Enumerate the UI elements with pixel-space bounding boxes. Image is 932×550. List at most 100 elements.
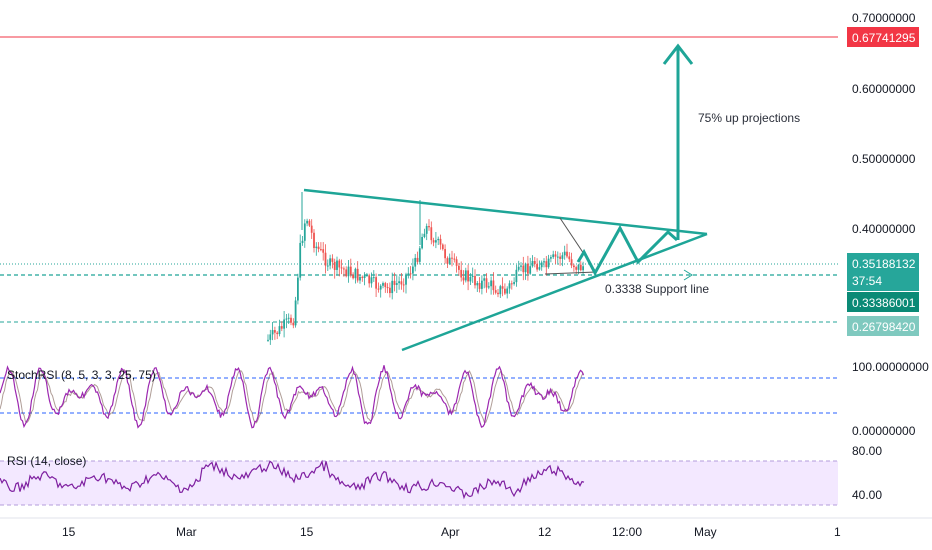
target-price-value: 0.67741295 <box>852 31 916 45</box>
candle-body <box>308 220 311 226</box>
candle-body <box>513 282 515 284</box>
time-label: Apr <box>441 525 460 539</box>
candle-body <box>575 267 578 270</box>
candle-body <box>430 227 433 241</box>
candle-body <box>352 274 354 279</box>
projection-annotation[interactable]: 75% up projections <box>698 111 800 125</box>
last-price-value: 0.35188132 <box>852 257 916 271</box>
candle-body <box>354 268 357 279</box>
candle-body <box>501 286 504 289</box>
candle-body <box>317 246 320 250</box>
candle-body <box>538 267 541 270</box>
candle-body <box>301 240 304 243</box>
candle-body <box>453 258 456 260</box>
time-label: 15 <box>62 525 76 539</box>
candle-body <box>533 261 536 264</box>
lower-trendline[interactable] <box>401 232 708 352</box>
candle-body <box>386 287 389 289</box>
candle-body <box>487 286 490 288</box>
candle-body <box>566 251 568 257</box>
candle-body <box>439 238 442 245</box>
upper-trendline[interactable] <box>303 188 708 236</box>
candle-body <box>474 275 476 286</box>
support-annotation[interactable]: 0.3338 Support line <box>605 282 709 296</box>
candle-body <box>536 263 538 270</box>
candle-body <box>522 265 525 273</box>
target-price-badge <box>847 27 919 47</box>
candle-body <box>421 236 423 249</box>
candle-body <box>435 240 437 243</box>
candle-body <box>299 242 302 278</box>
candle-body <box>310 225 313 233</box>
candle-body <box>497 292 499 295</box>
candle-body <box>331 258 334 262</box>
candle-body <box>520 265 522 267</box>
candle-body <box>448 257 451 264</box>
time-label: Mar <box>176 525 197 539</box>
candle-body <box>333 261 336 270</box>
candle-body <box>504 288 506 294</box>
candle-body <box>428 225 430 228</box>
stochrsi-d-line[interactable] <box>0 368 584 424</box>
candle-body <box>418 248 421 262</box>
candle-body <box>329 258 331 266</box>
candle-body <box>467 270 469 282</box>
candle-body <box>315 246 318 249</box>
inner-triangle[interactable] <box>544 217 597 275</box>
candle-body <box>481 280 483 289</box>
candle-body <box>274 330 276 333</box>
candle-body <box>416 257 419 262</box>
candle-body <box>345 269 348 277</box>
candle-body <box>285 318 288 320</box>
support-arrow-icon <box>683 269 693 281</box>
projected-zigzag[interactable] <box>576 224 678 277</box>
candle-body <box>464 270 467 281</box>
price-tick: 0.70000000 <box>852 11 916 25</box>
time-label: May <box>694 525 717 539</box>
candle-body <box>283 319 285 329</box>
candle-body <box>570 259 573 266</box>
candle-body <box>478 283 481 289</box>
candle-body <box>400 281 403 285</box>
candle-body <box>462 277 465 281</box>
candle-body <box>391 280 394 294</box>
candle-body <box>356 268 359 281</box>
candle-body <box>359 276 361 281</box>
price-tick: 0.40000000 <box>852 222 916 236</box>
rsi-line[interactable] <box>0 459 585 500</box>
candle-body <box>451 257 453 259</box>
candle-body <box>395 283 398 285</box>
candle-body <box>556 256 559 258</box>
candle-body <box>326 265 329 267</box>
rsi-title[interactable]: RSI (14, close) <box>7 454 86 468</box>
candle-body <box>370 277 373 284</box>
time-label: 1 <box>834 525 841 539</box>
candle-body <box>446 258 449 264</box>
low-price-value: 0.26798420 <box>852 320 916 334</box>
projection-arrowhead-icon <box>662 43 694 65</box>
stochrsi-title[interactable]: StochRSI (8, 5, 3, 3, 25, 75) <box>7 368 156 382</box>
candle-body <box>441 244 444 250</box>
candle-body <box>382 283 384 286</box>
candle-body <box>559 256 561 259</box>
candle-body <box>517 266 520 270</box>
candle-body <box>499 286 502 295</box>
candlestick-series[interactable] <box>267 192 584 345</box>
candle-body <box>290 317 292 323</box>
time-label: 12:00 <box>612 525 642 539</box>
candle-body <box>389 287 391 294</box>
candle-body <box>269 334 272 340</box>
candle-body <box>437 238 440 241</box>
stochrsi-k-line[interactable] <box>0 365 585 429</box>
candle-body <box>377 288 380 290</box>
candle-body <box>280 326 283 329</box>
candle-body <box>547 258 550 268</box>
candle-body <box>545 261 548 268</box>
candle-body <box>398 281 400 284</box>
candle-body <box>423 233 426 237</box>
candle-body <box>490 280 492 287</box>
candle-body <box>324 252 327 266</box>
candle-body <box>384 283 387 288</box>
stochrsi-scale-top: 100.00000000 <box>852 360 929 374</box>
